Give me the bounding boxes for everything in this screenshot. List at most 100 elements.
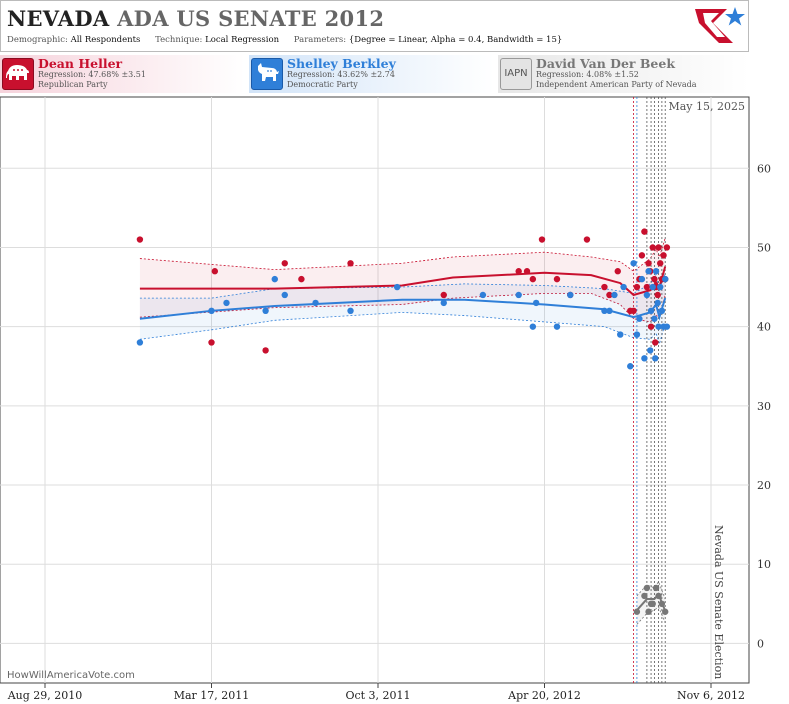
poll-point <box>645 268 652 275</box>
plot-area <box>0 96 750 684</box>
candidate-party: Independent American Party of Nevada <box>536 80 697 89</box>
poll-point <box>658 600 666 608</box>
poll-point <box>347 260 354 267</box>
trend-line <box>139 266 667 297</box>
poll-point <box>662 275 669 283</box>
y-tick-label: 60 <box>757 162 771 175</box>
x-tick-label: Oct 3, 2011 <box>345 689 410 702</box>
confidence-band <box>139 272 666 345</box>
poll-point <box>643 584 651 592</box>
candidate-card-heller[interactable]: Dean Heller Regression: 47.68% ±3.51 Rep… <box>0 55 245 93</box>
poll-point <box>211 268 219 275</box>
poll-point <box>652 339 659 346</box>
poll-point <box>654 291 661 299</box>
poll-point <box>641 355 648 362</box>
chart-header: NEVADA ADA US SENATE 2012 Demographic: A… <box>0 0 749 52</box>
current-date-label: May 15, 2025 <box>668 100 745 113</box>
chart-title: NEVADA ADA US SENATE 2012 <box>7 6 384 31</box>
poll-point <box>532 299 540 307</box>
band-upper-line <box>139 272 666 299</box>
poll-point <box>298 275 305 283</box>
poll-point <box>645 260 652 267</box>
poll-date-lines <box>633 97 666 683</box>
poll-point <box>601 283 608 291</box>
poll-point <box>620 283 627 291</box>
parameters-value: {Degree = Linear, Alpha = 0.4, Bandwidth… <box>348 35 563 45</box>
poll-point <box>347 307 354 315</box>
poll-point <box>312 299 319 307</box>
poll-point <box>636 315 643 322</box>
axes: 0 10 20 30 40 50 60 Aug 29, 2010 Mar 17, 2011 Oct… <box>7 162 771 702</box>
y-tick-label: 50 <box>757 241 771 254</box>
poll-point <box>638 252 646 259</box>
watermark[interactable]: HowWillAmericaVote.com <box>7 670 135 681</box>
poll-point <box>136 339 144 346</box>
grid <box>0 96 750 684</box>
state-name: NEVADA <box>7 6 110 31</box>
poll-point <box>645 608 652 615</box>
poll-point <box>651 315 658 322</box>
poll-point <box>630 307 637 315</box>
candidate-card-vanderbeek[interactable]: IAPN David Van Der Beek Regression: 4.08… <box>498 55 749 93</box>
poll-point <box>660 252 667 259</box>
poll-point <box>262 347 269 354</box>
band-upper-line <box>636 580 666 600</box>
poll-point <box>601 307 608 315</box>
candidate-regression: Regression: 43.62% ±2.74 <box>287 70 395 79</box>
band-lower-line <box>139 292 666 323</box>
poll-point <box>658 307 666 315</box>
band-lower-line <box>636 606 666 625</box>
poll-point <box>583 236 591 243</box>
x-tick-label: Nov 6, 2012 <box>677 689 745 702</box>
technique-label: Technique: <box>155 35 203 45</box>
poll-point <box>515 291 522 299</box>
poll-point <box>655 592 662 600</box>
candidate-name: David Van Der Beek <box>536 56 675 71</box>
y-tick-label: 40 <box>757 321 771 334</box>
poll-point <box>649 283 656 291</box>
candidate-card-berkley[interactable]: Shelley Berkley Regression: 43.62% ±2.74… <box>249 55 494 93</box>
poll-point <box>567 291 574 299</box>
poll-point <box>654 299 661 307</box>
poll-point <box>657 283 664 291</box>
poll-point <box>515 268 522 275</box>
poll-point <box>655 244 662 251</box>
poll-point <box>223 299 230 307</box>
x-tick-label: Apr 20, 2012 <box>507 689 581 702</box>
y-tick-label: 10 <box>757 558 771 571</box>
poll-point <box>523 268 531 275</box>
candidate-name: Dean Heller <box>38 56 123 71</box>
poll-point <box>553 275 561 283</box>
candidate-regression: Regression: 47.68% ±3.51 <box>38 70 146 79</box>
poll-point <box>208 307 215 315</box>
poll-point <box>652 268 660 275</box>
site-logo[interactable] <box>689 3 747 49</box>
y-tick-label: 0 <box>757 637 764 650</box>
parameters-line: Demographic: All Respondents Technique: … <box>7 35 574 45</box>
y-tick-label: 30 <box>757 400 771 413</box>
confidence-band <box>139 237 666 322</box>
star-icon <box>725 7 745 26</box>
poll-point <box>479 291 487 299</box>
poll-point <box>649 244 656 251</box>
poll-point <box>641 228 648 235</box>
poll-point <box>633 283 641 291</box>
poll-point <box>641 592 648 600</box>
elephant-icon <box>2 58 34 90</box>
donkey-icon <box>251 58 283 90</box>
candidate-party: Democratic Party <box>287 80 358 89</box>
poll-point <box>393 283 401 291</box>
election-label: Nevada US Senate Election <box>712 525 725 679</box>
poll-point <box>553 323 561 330</box>
candidate-regression: Regression: 4.08% ±1.52 <box>536 70 639 79</box>
race-name: ADA US SENATE 2012 <box>117 6 385 31</box>
trend-lines <box>139 266 667 612</box>
x-tick-label: Aug 29, 2010 <box>7 689 83 702</box>
poll-point <box>638 275 646 283</box>
poll-point <box>271 275 278 283</box>
poll-point <box>647 347 654 354</box>
poll-point <box>663 244 671 251</box>
poll-point <box>538 236 546 243</box>
demographic-value: All Respondents <box>70 35 141 45</box>
